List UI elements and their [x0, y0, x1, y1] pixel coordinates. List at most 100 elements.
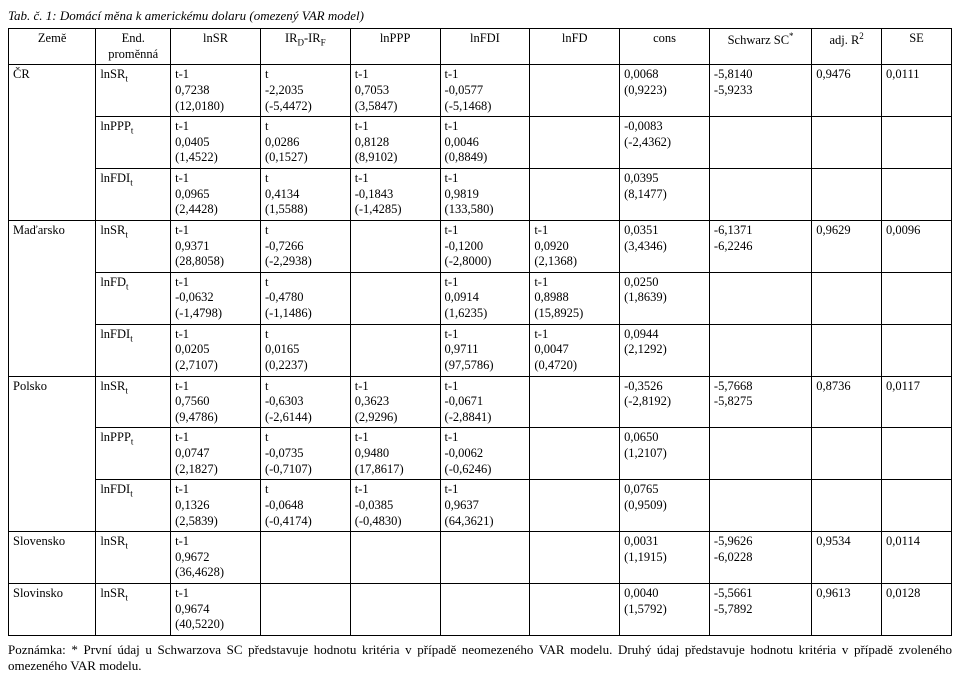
endvar-cell: lnFDIt — [96, 480, 171, 532]
th-lnfd: lnFD — [530, 29, 620, 65]
data-cell — [709, 480, 811, 532]
endvar-cell: lnSRt — [96, 376, 171, 428]
table-row: ČRlnSRtt-10,7238(12,0180)t-2,2035(-5,447… — [9, 65, 952, 117]
data-cell: t-0,0735(-0,7107) — [260, 428, 350, 480]
data-cell: t0,0286(0,1527) — [260, 117, 350, 169]
data-cell — [812, 117, 882, 169]
data-cell: t-10,0046(0,8849) — [440, 117, 530, 169]
table-row: lnFDItt-10,0965(2,4428)t0,4134(1,5588)t-… — [9, 169, 952, 221]
data-cell — [350, 272, 440, 324]
data-cell: t-10,8988(15,8925) — [530, 272, 620, 324]
data-cell: t-0,4780(-1,1486) — [260, 272, 350, 324]
data-cell: t-10,0920(2,1368) — [530, 220, 620, 272]
data-cell — [260, 584, 350, 636]
endvar-cell: lnPPPt — [96, 117, 171, 169]
th-lnsr: lnSR — [171, 29, 261, 65]
data-cell: t-1-0,0062(-0,6246) — [440, 428, 530, 480]
data-cell: 0,0351(3,4346) — [620, 220, 710, 272]
th-cons: cons — [620, 29, 710, 65]
table-row: SlovenskolnSRtt-10,9672(36,4628)0,0031(1… — [9, 532, 952, 584]
endvar-cell: lnFDt — [96, 272, 171, 324]
data-cell: t-0,6303(-2,6144) — [260, 376, 350, 428]
var-model-table: Země End. proměnná lnSR IRD-IRF lnPPP ln… — [8, 28, 952, 636]
data-cell: t-10,9674(40,5220) — [171, 584, 261, 636]
endvar-cell: lnSRt — [96, 532, 171, 584]
country-cell: Polsko — [9, 376, 96, 532]
data-cell: -5,7668-5,8275 — [709, 376, 811, 428]
data-cell: -5,5661-5,7892 — [709, 584, 811, 636]
data-cell: t-1-0,1843(-1,4285) — [350, 169, 440, 221]
table-header-row: Země End. proměnná lnSR IRD-IRF lnPPP ln… — [9, 29, 952, 65]
data-cell: 0,0111 — [882, 65, 952, 117]
endvar-cell: lnPPPt — [96, 428, 171, 480]
data-cell — [530, 532, 620, 584]
table-row: lnFDtt-1-0,0632(-1,4798)t-0,4780(-1,1486… — [9, 272, 952, 324]
data-cell — [812, 169, 882, 221]
country-cell: Slovinsko — [9, 584, 96, 636]
data-cell: 0,0068(0,9223) — [620, 65, 710, 117]
table-title: Tab. č. 1: Domácí měna k americkému dola… — [8, 8, 952, 24]
country-cell: Slovensko — [9, 532, 96, 584]
endvar-cell: lnSRt — [96, 65, 171, 117]
data-cell: 0,9629 — [812, 220, 882, 272]
table-row: lnFDItt-10,0205(2,7107)t0,0165(0,2237)t-… — [9, 324, 952, 376]
country-cell: Maďarsko — [9, 220, 96, 376]
data-cell: t0,4134(1,5588) — [260, 169, 350, 221]
data-cell: t-10,0965(2,4428) — [171, 169, 261, 221]
data-cell — [350, 220, 440, 272]
data-cell — [709, 324, 811, 376]
data-cell: t-1-0,0671(-2,8841) — [440, 376, 530, 428]
th-adjr2: adj. R2 — [812, 29, 882, 65]
country-cell: ČR — [9, 65, 96, 221]
data-cell: t-10,9480(17,8617) — [350, 428, 440, 480]
data-cell: 0,0395(8,1477) — [620, 169, 710, 221]
table-row: PolskolnSRtt-10,7560(9,4786)t-0,6303(-2,… — [9, 376, 952, 428]
data-cell: 0,8736 — [812, 376, 882, 428]
data-cell — [530, 169, 620, 221]
data-cell — [882, 272, 952, 324]
data-cell — [350, 584, 440, 636]
data-cell: t-10,9819(133,580) — [440, 169, 530, 221]
data-cell — [350, 324, 440, 376]
table-row: SlovinskolnSRtt-10,9674(40,5220)0,0040(1… — [9, 584, 952, 636]
data-cell: 0,0765(0,9509) — [620, 480, 710, 532]
data-cell: 0,0250(1,8639) — [620, 272, 710, 324]
data-cell: t-10,0405(1,4522) — [171, 117, 261, 169]
endvar-cell: lnSRt — [96, 584, 171, 636]
data-cell: 0,9613 — [812, 584, 882, 636]
data-cell — [530, 428, 620, 480]
data-cell: t-1-0,0632(-1,4798) — [171, 272, 261, 324]
data-cell — [812, 324, 882, 376]
data-cell: t-1-0,0385(-0,4830) — [350, 480, 440, 532]
data-cell — [530, 117, 620, 169]
data-cell — [812, 480, 882, 532]
data-cell — [440, 532, 530, 584]
data-cell: 0,9476 — [812, 65, 882, 117]
data-cell: 0,0114 — [882, 532, 952, 584]
data-cell — [882, 324, 952, 376]
data-cell: t-10,0747(2,1827) — [171, 428, 261, 480]
th-country: Země — [9, 29, 96, 65]
data-cell: t-10,8128(8,9102) — [350, 117, 440, 169]
data-cell — [882, 117, 952, 169]
data-cell: t-10,9672(36,4628) — [171, 532, 261, 584]
data-cell: 0,0128 — [882, 584, 952, 636]
data-cell — [530, 65, 620, 117]
data-cell: -5,8140-5,9233 — [709, 65, 811, 117]
data-cell: -5,9626-6,0228 — [709, 532, 811, 584]
th-schwarz: Schwarz SC* — [709, 29, 811, 65]
data-cell: t-10,3623(2,9296) — [350, 376, 440, 428]
data-cell — [709, 272, 811, 324]
endvar-cell: lnFDIt — [96, 324, 171, 376]
data-cell — [882, 480, 952, 532]
data-cell: t-10,7238(12,0180) — [171, 65, 261, 117]
data-cell: 0,0650(1,2107) — [620, 428, 710, 480]
data-cell: t-1-0,1200(-2,8000) — [440, 220, 530, 272]
th-ir: IRD-IRF — [260, 29, 350, 65]
data-cell: t-10,7053(3,5847) — [350, 65, 440, 117]
data-cell: t-2,2035(-5,4472) — [260, 65, 350, 117]
data-cell — [709, 169, 811, 221]
table-row: lnPPPtt-10,0405(1,4522)t0,0286(0,1527)t-… — [9, 117, 952, 169]
data-cell — [882, 169, 952, 221]
data-cell: t0,0165(0,2237) — [260, 324, 350, 376]
